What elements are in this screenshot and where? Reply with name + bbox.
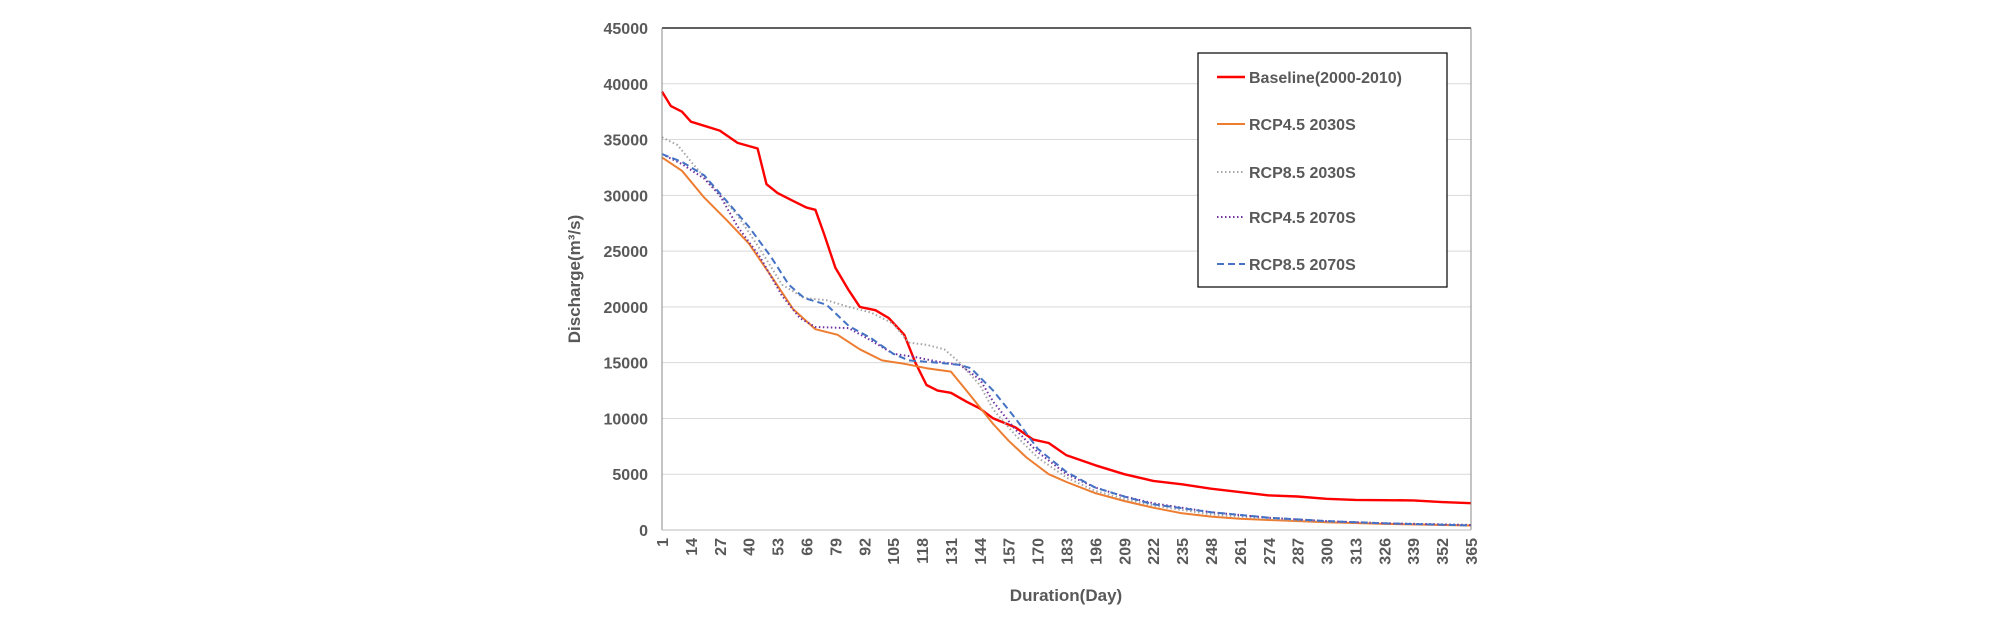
x-tick-label: 313 bbox=[1348, 538, 1365, 565]
x-tick-label: 92 bbox=[857, 538, 874, 556]
y-tick-label: 10000 bbox=[604, 411, 649, 428]
legend-label: RCP4.5 2030S bbox=[1249, 117, 1356, 134]
series-line-3 bbox=[661, 153, 1472, 526]
legend-label: RCP4.5 2070S bbox=[1249, 210, 1356, 227]
series-line-2 bbox=[661, 136, 1472, 526]
x-tick-label: 79 bbox=[828, 538, 845, 556]
y-tick-label: 20000 bbox=[604, 300, 649, 317]
x-axis-title: Duration(Day) bbox=[1010, 586, 1122, 605]
x-tick-label: 1 bbox=[655, 538, 672, 547]
y-tick-label: 35000 bbox=[604, 133, 649, 150]
x-tick-label: 105 bbox=[886, 538, 903, 565]
x-tick-label: 287 bbox=[1291, 538, 1308, 565]
y-tick-label: 0 bbox=[639, 523, 648, 540]
y-axis-ticks: 0 5000 10000 15000 20000 25000 30000 35000 40000… bbox=[604, 21, 649, 540]
y-tick-label: 25000 bbox=[604, 244, 649, 261]
x-tick-label: 14 bbox=[684, 538, 701, 556]
y-tick-label: 5000 bbox=[612, 467, 648, 484]
series-lines bbox=[660, 90, 1472, 527]
legend-label: RCP8.5 2070S bbox=[1249, 257, 1356, 274]
x-tick-label: 352 bbox=[1435, 538, 1452, 565]
series-line-1 bbox=[661, 156, 1472, 527]
gridlines bbox=[662, 83, 1471, 475]
y-tick-label: 40000 bbox=[604, 77, 649, 94]
legend: Baseline(2000-2010) RCP4.5 2030S RCP8.5 20… bbox=[1197, 52, 1448, 288]
x-tick-label: 209 bbox=[1117, 538, 1134, 565]
x-tick-label: 365 bbox=[1464, 538, 1481, 565]
x-tick-label: 339 bbox=[1406, 538, 1423, 565]
x-tick-label: 183 bbox=[1060, 538, 1077, 565]
series-line-4 bbox=[661, 153, 1472, 527]
x-tick-label: 157 bbox=[1002, 538, 1019, 565]
x-tick-label: 326 bbox=[1377, 538, 1394, 565]
x-tick-label: 27 bbox=[713, 538, 730, 556]
legend-label: Baseline(2000-2010) bbox=[1249, 70, 1402, 87]
x-tick-label: 131 bbox=[944, 538, 961, 565]
x-tick-label: 118 bbox=[915, 538, 932, 564]
x-tick-label: 66 bbox=[799, 538, 816, 556]
x-tick-label: 274 bbox=[1262, 538, 1279, 565]
x-axis-ticks: 1 14 27 40 53 66 79 92 105 118 131 144 157 170 183 196 2… bbox=[655, 538, 1481, 565]
y-tick-label: 15000 bbox=[604, 356, 649, 373]
x-tick-label: 222 bbox=[1146, 538, 1163, 565]
y-tick-label: 30000 bbox=[604, 188, 649, 205]
legend-box bbox=[1197, 52, 1448, 288]
x-tick-label: 40 bbox=[742, 538, 759, 556]
x-tick-label: 248 bbox=[1204, 538, 1221, 565]
x-tick-label: 235 bbox=[1175, 538, 1192, 565]
legend-label: RCP8.5 2030S bbox=[1249, 165, 1356, 182]
y-axis-title: Discharge(m³/s) bbox=[565, 215, 584, 343]
x-tick-label: 261 bbox=[1233, 538, 1250, 565]
x-tick-label: 170 bbox=[1031, 538, 1048, 565]
x-tick-label: 144 bbox=[973, 538, 990, 565]
x-tick-label: 53 bbox=[771, 538, 788, 556]
series-line-0 bbox=[660, 90, 1472, 505]
y-tick-label: 45000 bbox=[604, 21, 649, 38]
x-tick-label: 300 bbox=[1320, 538, 1337, 565]
x-tick-label: 196 bbox=[1088, 538, 1105, 565]
